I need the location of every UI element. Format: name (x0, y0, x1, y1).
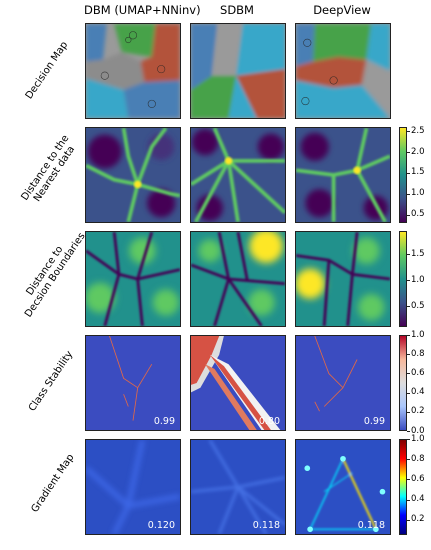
class-stability-sdbm: 0.80 (190, 335, 286, 431)
colorbar-tick-mark (407, 411, 410, 413)
colorbar-tick-mark (407, 439, 410, 440)
distance-boundaries-sdbm (190, 231, 286, 327)
colorbar-tick-label: 1.0 (411, 188, 425, 199)
colorbar-tick-label: 0.8 (411, 348, 425, 359)
gradient-map-sdbm: 0.118 (190, 439, 286, 535)
distance-boundaries-deepview (295, 231, 391, 327)
row-label-distance-boundaries: Distance to Decsion Boundaries (22, 231, 88, 320)
gradient-map-deepview: 0.118 (295, 439, 391, 535)
colorbar-tick-label: 0.5 (411, 209, 425, 220)
colorbar-tick-mark (407, 335, 410, 336)
colorbar-tick-label: 0.2 (411, 514, 425, 525)
colorbar-tick-label: 0.6 (411, 473, 425, 484)
colorbar-tick-label: 1.0 (411, 433, 425, 444)
colorbar-tick-label: 2.5 (411, 125, 425, 136)
class-stability-score-deepview: 0.99 (363, 416, 385, 427)
gradient-score-sdbm: 0.118 (252, 520, 280, 531)
colorbar-tick-label: 1.5 (411, 248, 425, 259)
distance-nearest-sdbm (190, 127, 286, 223)
colorbar-tick-mark (407, 479, 410, 481)
row-label-gradient-map: Gradient Map (29, 452, 77, 515)
colorbar-tick-label: 0.6 (411, 367, 425, 378)
colorbar-tick-mark (407, 459, 410, 461)
row-label-distance-nearest: Distance to the Nearest data (19, 133, 78, 204)
row-label-decision-map: Decision Map (23, 39, 71, 102)
class-stability-score-dbm: 0.99 (153, 416, 175, 427)
column-title-deepview: DeepView (313, 3, 371, 17)
distance-nearest-dbm (85, 127, 181, 223)
colorbar-tick-label: 1.0 (411, 329, 425, 340)
decision-map-sdbm (190, 23, 286, 119)
gradient-map-dbm: 0.120 (85, 439, 181, 535)
gradient-score-dbm: 0.120 (147, 520, 175, 531)
colorbar-tick-mark (407, 152, 410, 154)
colorbar-tick-label: 0.5 (411, 300, 425, 311)
decision-map-deepview (295, 23, 391, 119)
colorbar-tick-mark (407, 172, 410, 174)
row-label-class-stability: Class Stability (26, 349, 76, 414)
colorbar-tick-mark (407, 354, 410, 356)
colorbar-tick-mark (407, 499, 410, 501)
colorbar-tick-mark (407, 431, 410, 432)
distance-boundaries-dbm (85, 231, 181, 327)
colorbar-tick-mark (407, 373, 410, 375)
colorbar-distance-boundaries (399, 231, 407, 327)
colorbar-tick-mark (407, 392, 410, 394)
colorbar-gradient (399, 439, 407, 535)
class-stability-deepview: 0.99 (295, 335, 391, 431)
class-stability-score-sdbm: 0.80 (258, 416, 280, 427)
decision-map-dbm (85, 23, 181, 119)
colorbar-tick-mark (407, 131, 410, 133)
distance-nearest-deepview (295, 127, 391, 223)
colorbar-tick-label: 1.5 (411, 167, 425, 178)
colorbar-tick-label: 0.4 (411, 494, 425, 505)
colorbar-tick-label: 2.0 (411, 146, 425, 157)
colorbar-tick-mark (407, 193, 410, 195)
colorbar-tick-mark (407, 254, 410, 256)
colorbar-tick-mark (407, 519, 410, 521)
colorbar-tick-label: 1.0 (411, 274, 425, 285)
colorbar-tick-mark (407, 280, 410, 282)
colorbar-distance-nearest (399, 127, 407, 223)
colorbar-tick-mark (407, 306, 410, 308)
colorbar-tick-label: 0.2 (411, 406, 425, 417)
colorbar-class-stability (399, 335, 407, 431)
colorbar-tick-mark (407, 214, 410, 216)
class-stability-dbm: 0.99 (85, 335, 181, 431)
gradient-score-deepview: 0.118 (357, 520, 385, 531)
colorbar-tick-label: 0.4 (411, 387, 425, 398)
column-title-dbm: DBM (UMAP+NNinv) (84, 3, 201, 17)
colorbar-tick-label: 0.0 (411, 425, 425, 436)
column-title-sdbm: SDBM (220, 3, 254, 17)
colorbar-tick-label: 0.8 (411, 453, 425, 464)
